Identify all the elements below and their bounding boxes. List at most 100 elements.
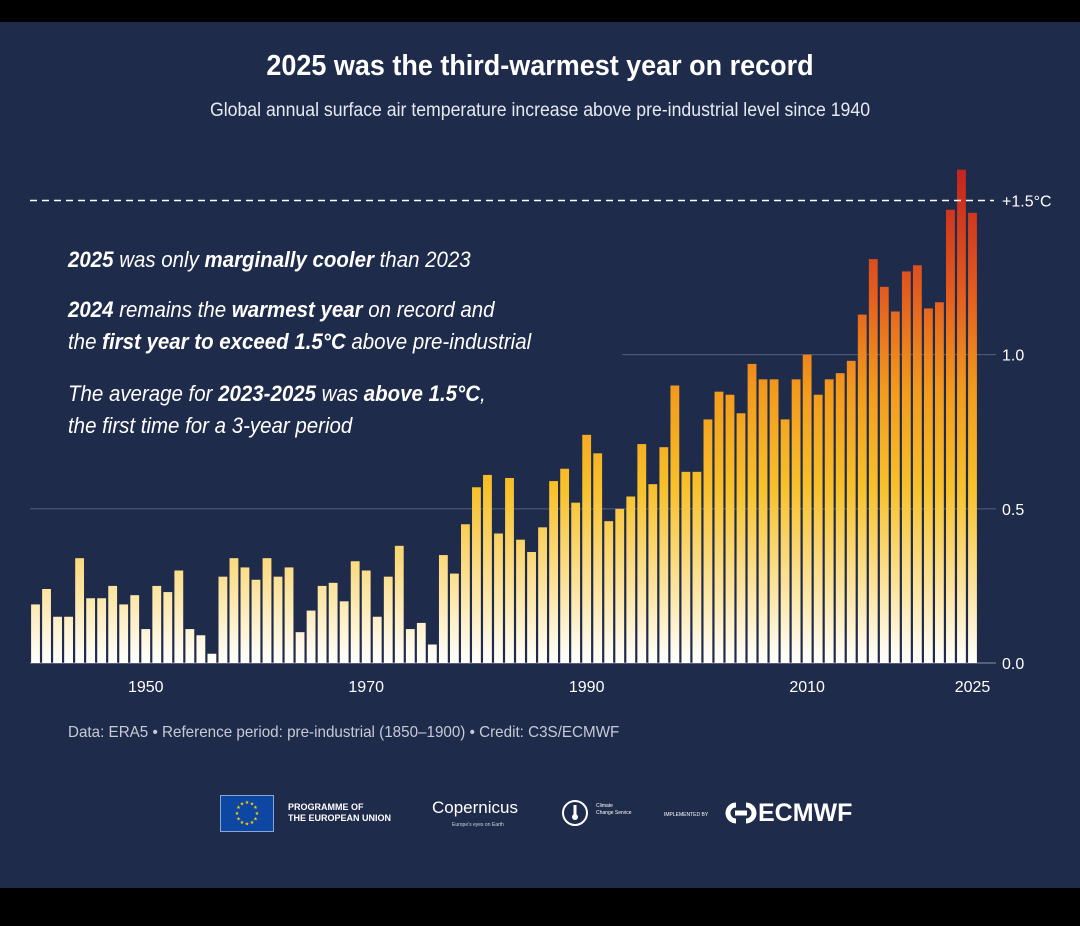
bar-1960 xyxy=(251,579,261,663)
bar-2009 xyxy=(791,379,801,663)
x-tick-label: 1970 xyxy=(348,679,384,696)
bar-1954 xyxy=(185,629,195,663)
bar-1991 xyxy=(593,453,603,663)
y-tick-label: 1.0 xyxy=(1002,348,1024,365)
bar-1952 xyxy=(163,592,173,663)
bar-1940 xyxy=(31,604,40,663)
bar-1950 xyxy=(141,629,151,663)
bar-1980 xyxy=(472,487,481,663)
bar-1949 xyxy=(130,595,140,663)
svg-text:★: ★ xyxy=(250,820,255,826)
bar-1946 xyxy=(97,598,107,663)
bar-2008 xyxy=(780,419,790,663)
bar-1947 xyxy=(108,585,118,663)
bar-1958 xyxy=(229,558,239,663)
svg-text:★: ★ xyxy=(235,811,240,817)
bar-1984 xyxy=(516,539,525,663)
bar-2000 xyxy=(692,471,702,663)
bar-1981 xyxy=(483,474,492,663)
c3s-thermometer-icon xyxy=(562,800,588,826)
copernicus-tagline: Europe's eyes on Earth xyxy=(452,822,504,828)
annotation-line-3: the first year to exceed 1.5°C above pre… xyxy=(68,329,532,354)
x-tick-label: 2010 xyxy=(789,679,825,696)
eu-flag-icon: ★ ★ ★ ★ ★ ★ ★ ★ ★ ★ ★ ★ xyxy=(220,795,274,832)
bar-1942 xyxy=(53,616,62,663)
bar-2024 xyxy=(957,169,966,664)
bar-2022 xyxy=(935,302,944,663)
bar-1973 xyxy=(394,545,404,663)
bar-1964 xyxy=(295,632,305,663)
annotation-line-4: The average for 2023-2025 was above 1.5°… xyxy=(68,381,486,406)
annotation-line-1: 2025 was only marginally cooler than 202… xyxy=(68,247,471,272)
bar-1948 xyxy=(119,604,129,663)
bar-2020 xyxy=(912,265,922,663)
eu-programme-label: PROGRAMME OF THE EUROPEAN UNION xyxy=(288,802,392,823)
bar-1968 xyxy=(339,601,349,663)
axis-labels: 0.0 0.5 1.0 +1.5°C 1950 1970 1990 2010 2025 xyxy=(128,194,1052,697)
bar-1982 xyxy=(494,533,503,663)
bar-1983 xyxy=(505,478,514,663)
bar-1989 xyxy=(571,502,581,663)
chart-title: 2025 was the third-warmest year on recor… xyxy=(266,50,814,82)
bar-2019 xyxy=(901,271,911,663)
bar-1945 xyxy=(86,598,96,663)
bar-1972 xyxy=(383,576,393,663)
bar-1985 xyxy=(527,552,536,663)
bar-2003 xyxy=(725,394,735,663)
bar-1970 xyxy=(361,570,371,663)
bar-1959 xyxy=(240,567,250,663)
bar-2012 xyxy=(824,379,834,663)
svg-text:★: ★ xyxy=(240,802,245,808)
bar-1944 xyxy=(75,558,85,663)
bar-1999 xyxy=(681,471,691,663)
bar-chart: 0.0 0.5 1.0 +1.5°C 1950 1970 1990 2010 2025 xyxy=(30,169,1052,697)
bar-2002 xyxy=(714,391,724,663)
bar-1965 xyxy=(306,610,316,663)
bar-1971 xyxy=(372,616,382,663)
bar-1955 xyxy=(196,635,206,663)
bar-1993 xyxy=(615,508,625,663)
chart-subtitle: Global annual surface air temperature in… xyxy=(209,100,871,121)
bar-1941 xyxy=(42,589,51,663)
bar-1979 xyxy=(461,524,470,663)
bar-1969 xyxy=(350,561,360,663)
bar-2011 xyxy=(813,394,823,663)
bar-2015 xyxy=(857,314,867,663)
bar-1990 xyxy=(582,434,592,663)
bar-1962 xyxy=(273,576,283,663)
svg-text:★: ★ xyxy=(236,805,241,811)
implemented-by-label: IMPLEMENTED BY xyxy=(664,812,709,818)
bar-1957 xyxy=(218,576,228,663)
c3s-label: Climate Change Service xyxy=(596,803,632,816)
ecmwf-mark-icon xyxy=(725,802,757,824)
y-tick-label: +1.5°C xyxy=(1002,194,1052,211)
bar-1995 xyxy=(637,444,647,663)
bar-2014 xyxy=(846,360,856,663)
bar-1996 xyxy=(648,484,658,663)
x-tick-label: 2025 xyxy=(955,679,991,696)
bar-1975 xyxy=(416,622,426,663)
svg-text:★: ★ xyxy=(240,820,245,826)
bar-1966 xyxy=(317,585,327,663)
bar-1978 xyxy=(449,573,459,663)
svg-text:★: ★ xyxy=(255,811,260,817)
bar-2005 xyxy=(747,363,757,663)
bar-1974 xyxy=(405,629,415,663)
bar-2010 xyxy=(802,354,812,663)
bar-1943 xyxy=(64,616,73,663)
bar-1992 xyxy=(604,521,614,663)
svg-text:★: ★ xyxy=(250,802,255,808)
bar-2023 xyxy=(946,209,955,663)
bar-1987 xyxy=(549,481,559,663)
logo-strip: ★ ★ ★ ★ ★ ★ ★ ★ ★ ★ ★ ★ PROGRAMME OF THE EUROPEA… xyxy=(0,790,1080,840)
infographic-panel xyxy=(0,22,1080,888)
annotation-line-2: 2024 remains the warmest year on record … xyxy=(68,297,495,322)
bar-1986 xyxy=(538,527,547,663)
bar-1976 xyxy=(427,644,437,663)
bar-2006 xyxy=(758,379,768,663)
svg-text:★: ★ xyxy=(245,800,250,806)
bar-2025 xyxy=(968,212,977,663)
bars xyxy=(31,169,977,664)
ecmwf-logo: ECMWF xyxy=(758,799,853,827)
annotation-line-5: the first time for a 3-year period xyxy=(68,413,353,438)
